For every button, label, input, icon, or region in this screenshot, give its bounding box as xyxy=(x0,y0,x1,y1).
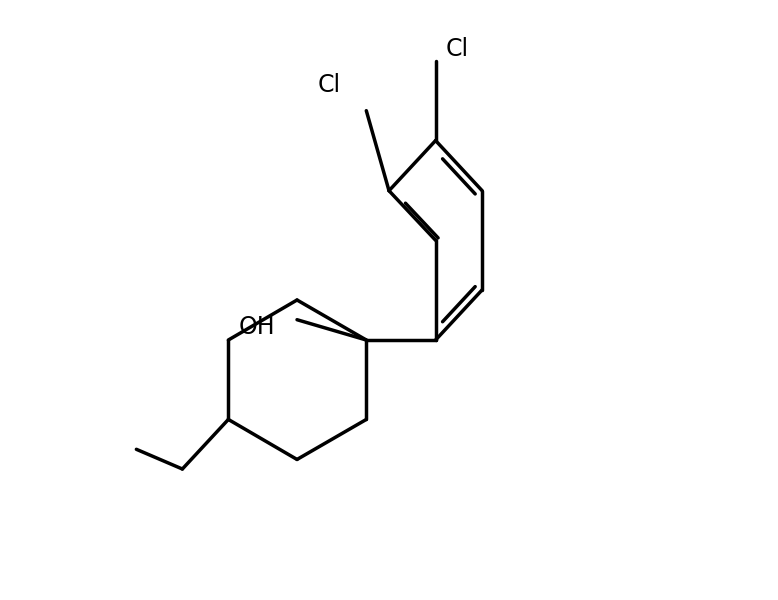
Text: Cl: Cl xyxy=(446,37,469,61)
Text: Cl: Cl xyxy=(318,73,342,97)
Text: OH: OH xyxy=(239,315,275,339)
